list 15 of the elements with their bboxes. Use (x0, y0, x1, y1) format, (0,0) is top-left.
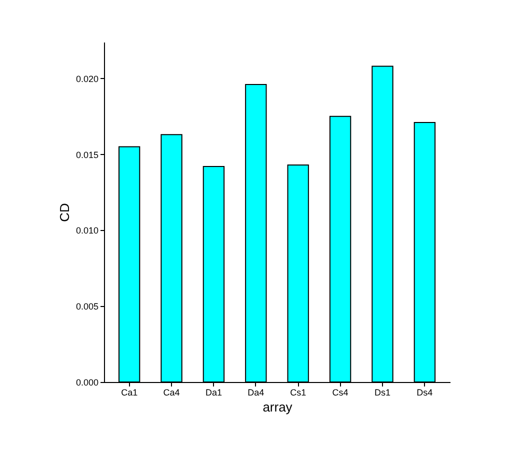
x-axis-title: array (262, 400, 293, 414)
y-tick-label: 0.015 (76, 150, 98, 160)
x-tick-label: Da1 (205, 388, 222, 398)
x-tick-label: Ca1 (121, 388, 138, 398)
y-tick-label: 0.010 (76, 226, 98, 236)
y-tick-label: 0.020 (76, 74, 98, 84)
x-tick-label: Da4 (248, 388, 264, 398)
x-tick-label: Ds1 (374, 388, 390, 398)
x-tick-label: Ds4 (416, 388, 433, 398)
y-tick-label: 0.005 (76, 302, 98, 312)
x-tick-label: Ca4 (163, 388, 180, 398)
x-tick-label: Cs1 (290, 388, 306, 398)
y-axis-title: CD (56, 203, 72, 222)
y-tick-label: 0.000 (76, 378, 98, 388)
x-tick-label: Cs4 (332, 388, 348, 398)
